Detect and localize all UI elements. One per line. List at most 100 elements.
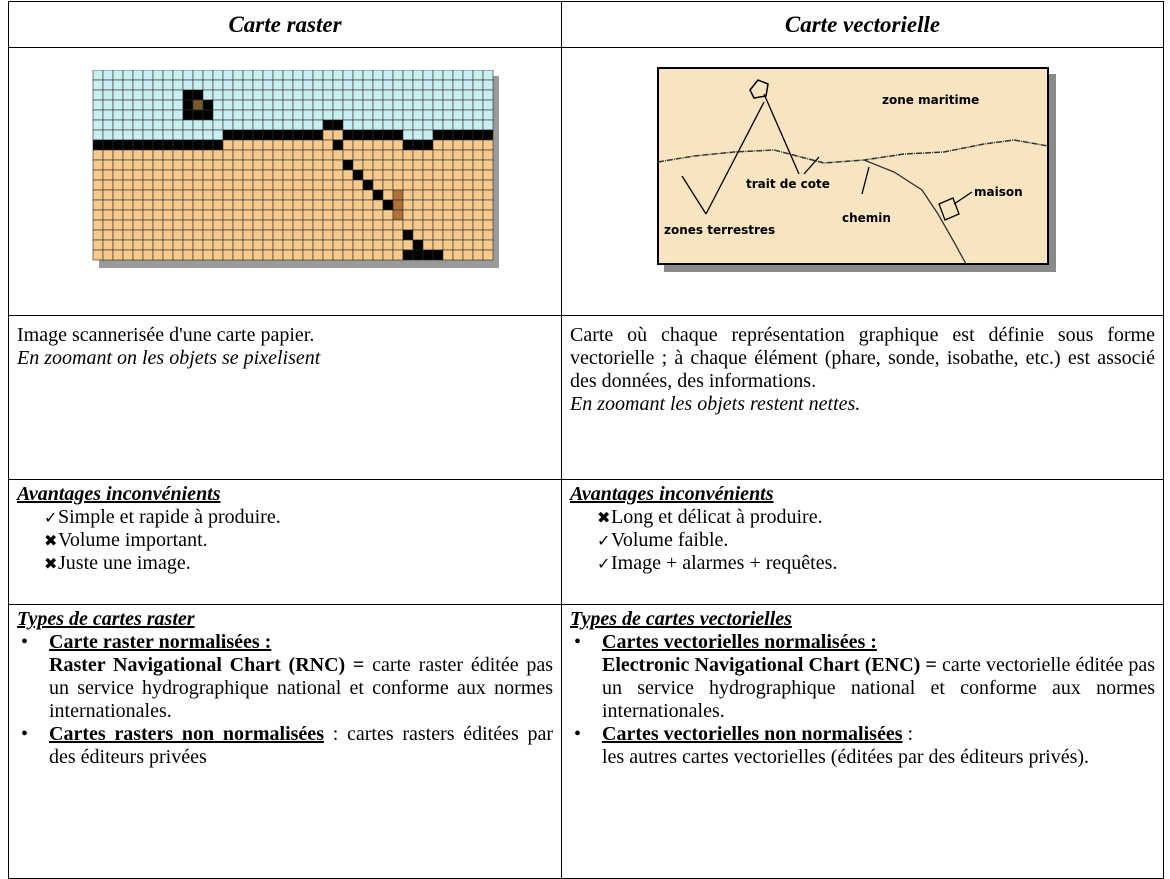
pixel — [122, 159, 134, 171]
pixel — [102, 199, 114, 211]
pixel — [412, 70, 424, 81]
pixel — [152, 169, 164, 181]
pixel — [362, 169, 374, 181]
pixel — [372, 109, 384, 121]
pixel — [432, 169, 444, 181]
pixel — [202, 70, 214, 81]
pixel — [422, 149, 434, 161]
pixel — [292, 99, 304, 111]
pixel — [112, 169, 124, 181]
pixel — [212, 249, 224, 261]
pixel — [162, 179, 174, 191]
pixel — [92, 70, 104, 81]
pixel — [352, 149, 364, 161]
image-row: zone maritime trait de cote maison chemi… — [8, 47, 1164, 316]
pixel — [472, 79, 484, 91]
pixel — [322, 159, 334, 171]
pixel — [192, 249, 204, 261]
pixel — [332, 159, 344, 171]
pixel — [352, 159, 364, 171]
pixel — [172, 149, 184, 161]
pixel — [482, 70, 494, 81]
pixel — [432, 179, 444, 191]
pixel — [222, 99, 234, 111]
pixel — [372, 209, 384, 221]
pixel — [192, 179, 204, 191]
pixel — [342, 199, 354, 211]
pixel — [92, 99, 104, 111]
pixel — [182, 169, 194, 181]
pixel — [352, 119, 364, 131]
pixel — [362, 139, 374, 151]
pixel — [432, 139, 444, 151]
pixel — [282, 70, 294, 81]
pixel — [92, 169, 104, 181]
pixel — [312, 249, 324, 261]
pixel — [122, 149, 134, 161]
pixel — [202, 119, 214, 131]
pixel — [142, 159, 154, 171]
pixel — [252, 179, 264, 191]
pixel — [352, 249, 364, 261]
pixel — [392, 199, 404, 211]
pixel — [302, 239, 314, 251]
pixel — [372, 219, 384, 231]
pixel — [272, 70, 284, 81]
pixel — [392, 119, 404, 131]
pixel — [252, 139, 264, 151]
pixel — [382, 149, 394, 161]
pixel — [362, 79, 374, 91]
pixel — [292, 119, 304, 131]
pixel — [272, 129, 284, 141]
pixel — [182, 179, 194, 191]
pixel — [222, 219, 234, 231]
pixel — [382, 119, 394, 131]
pixel — [462, 79, 474, 91]
pixel — [402, 249, 414, 261]
list-item: ✓Simple et rapide à produire. — [44, 506, 281, 528]
pixel — [132, 199, 144, 211]
pixel — [162, 109, 174, 121]
pixel — [182, 129, 194, 141]
pixel — [352, 139, 364, 151]
pixel — [292, 179, 304, 191]
pixel — [432, 219, 444, 231]
pixel — [302, 249, 314, 261]
pixel — [312, 89, 324, 101]
pixel — [442, 70, 454, 81]
pixel — [462, 249, 474, 261]
pixel — [382, 199, 394, 211]
pixel — [252, 249, 264, 261]
pixel — [152, 70, 164, 81]
pixel — [412, 119, 424, 131]
pixel — [422, 139, 434, 151]
pixel — [92, 149, 104, 161]
pixel — [362, 129, 374, 141]
pixel — [312, 199, 324, 211]
pixel — [142, 209, 154, 221]
pixel — [92, 109, 104, 121]
pixel — [282, 149, 294, 161]
pixel — [162, 129, 174, 141]
image-cell — [8, 47, 562, 316]
pixel — [262, 139, 274, 151]
pixel — [132, 149, 144, 161]
pixel — [362, 119, 374, 131]
item-term-text: Electronic Navigational Chart (ENC) = — [602, 654, 937, 676]
pixel — [332, 209, 344, 221]
pixel — [272, 199, 284, 211]
pixel — [382, 249, 394, 261]
pixel — [452, 70, 464, 81]
pixel — [402, 109, 414, 121]
pixel — [402, 129, 414, 141]
pixel — [202, 219, 214, 231]
pixel — [132, 119, 144, 131]
pixel — [282, 109, 294, 121]
pixel — [142, 119, 154, 131]
pixel — [462, 239, 474, 251]
pixel — [352, 179, 364, 191]
pixel — [422, 209, 434, 221]
pixel — [462, 189, 474, 201]
pixel — [292, 79, 304, 91]
pixel — [422, 99, 434, 111]
